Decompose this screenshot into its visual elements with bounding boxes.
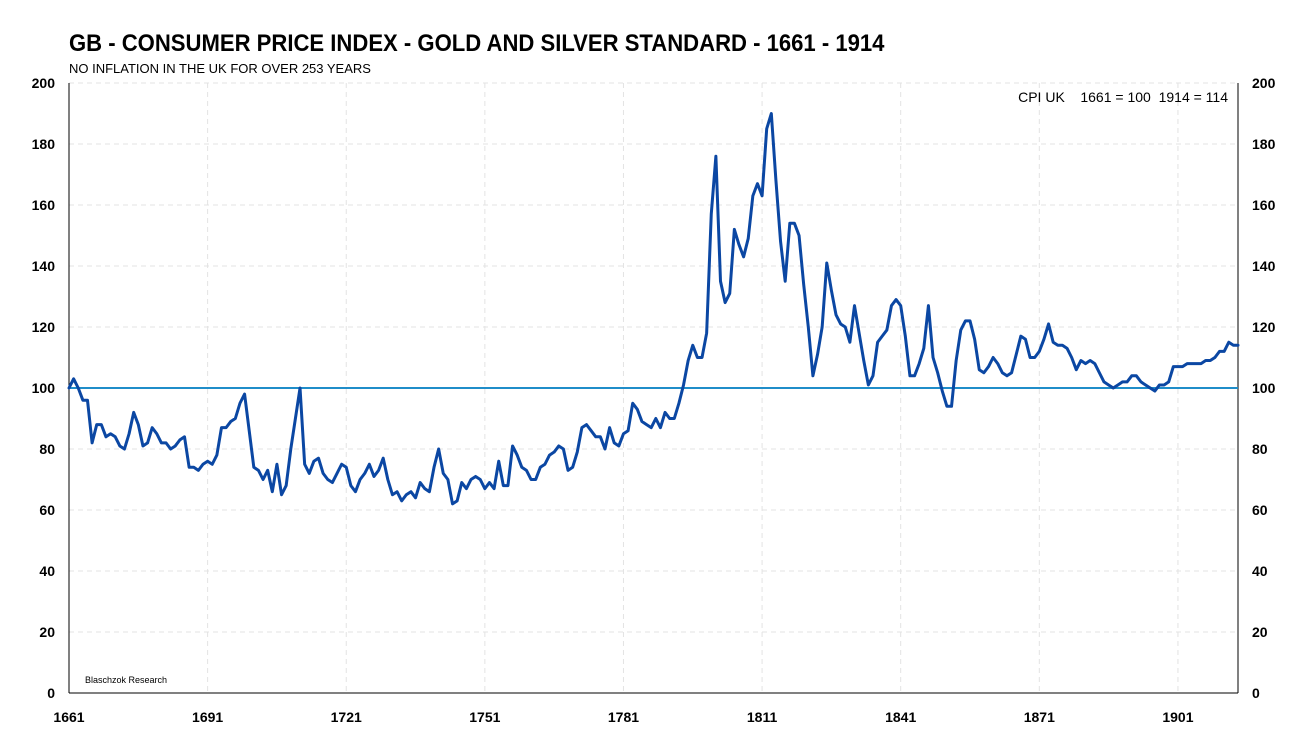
y-tick-label-left: 0 xyxy=(47,685,55,701)
x-tick-label: 1901 xyxy=(1162,709,1193,725)
x-tick-label: 1811 xyxy=(747,709,778,725)
x-tick-label: 1841 xyxy=(885,709,916,725)
cpi-series-line xyxy=(67,112,1240,506)
x-tick-label: 1721 xyxy=(331,709,362,725)
y-tick-label-right: 100 xyxy=(1252,380,1276,396)
y-tick-label-right: 120 xyxy=(1252,319,1276,335)
y-tick-label-right: 160 xyxy=(1252,197,1276,213)
credit-label: Blaschzok Research xyxy=(85,675,167,685)
y-tick-label-right: 0 xyxy=(1252,685,1260,701)
y-tick-label-left: 60 xyxy=(39,502,55,518)
y-tick-label-left: 180 xyxy=(32,136,56,152)
series-group xyxy=(67,112,1240,506)
y-tick-label-right: 200 xyxy=(1252,75,1276,91)
y-tick-label-left: 80 xyxy=(39,441,55,457)
y-tick-label-left: 200 xyxy=(32,75,56,91)
y-tick-label-right: 180 xyxy=(1252,136,1276,152)
y-tick-label-right: 80 xyxy=(1252,441,1268,457)
tick-labels: 0 0 20 20 40 40 60 60 80 80 100 100 120 120 140 140 160 1… xyxy=(32,75,1276,725)
x-tick-label: 1661 xyxy=(53,709,84,725)
y-tick-label-left: 40 xyxy=(39,563,55,579)
chart-title: GB - CONSUMER PRICE INDEX - GOLD AND SIL… xyxy=(69,30,885,57)
y-tick-label-left: 140 xyxy=(32,258,56,274)
x-tick-label: 1871 xyxy=(1024,709,1055,725)
y-tick-label-right: 60 xyxy=(1252,502,1268,518)
x-tick-label: 1751 xyxy=(469,709,500,725)
y-tick-label-left: 160 xyxy=(32,197,56,213)
y-tick-label-right: 40 xyxy=(1252,563,1268,579)
x-tick-label: 1781 xyxy=(608,709,639,725)
index-annotation: CPI UK 1661 = 100 1914 = 114 xyxy=(1018,89,1228,105)
y-tick-label-left: 20 xyxy=(39,624,55,640)
y-tick-label-right: 140 xyxy=(1252,258,1276,274)
chart-subtitle: NO INFLATION IN THE UK FOR OVER 253 YEAR… xyxy=(69,61,371,76)
y-tick-label-left: 100 xyxy=(32,380,56,396)
y-tick-label-left: 120 xyxy=(32,319,56,335)
y-tick-label-right: 20 xyxy=(1252,624,1268,640)
x-tick-label: 1691 xyxy=(192,709,223,725)
